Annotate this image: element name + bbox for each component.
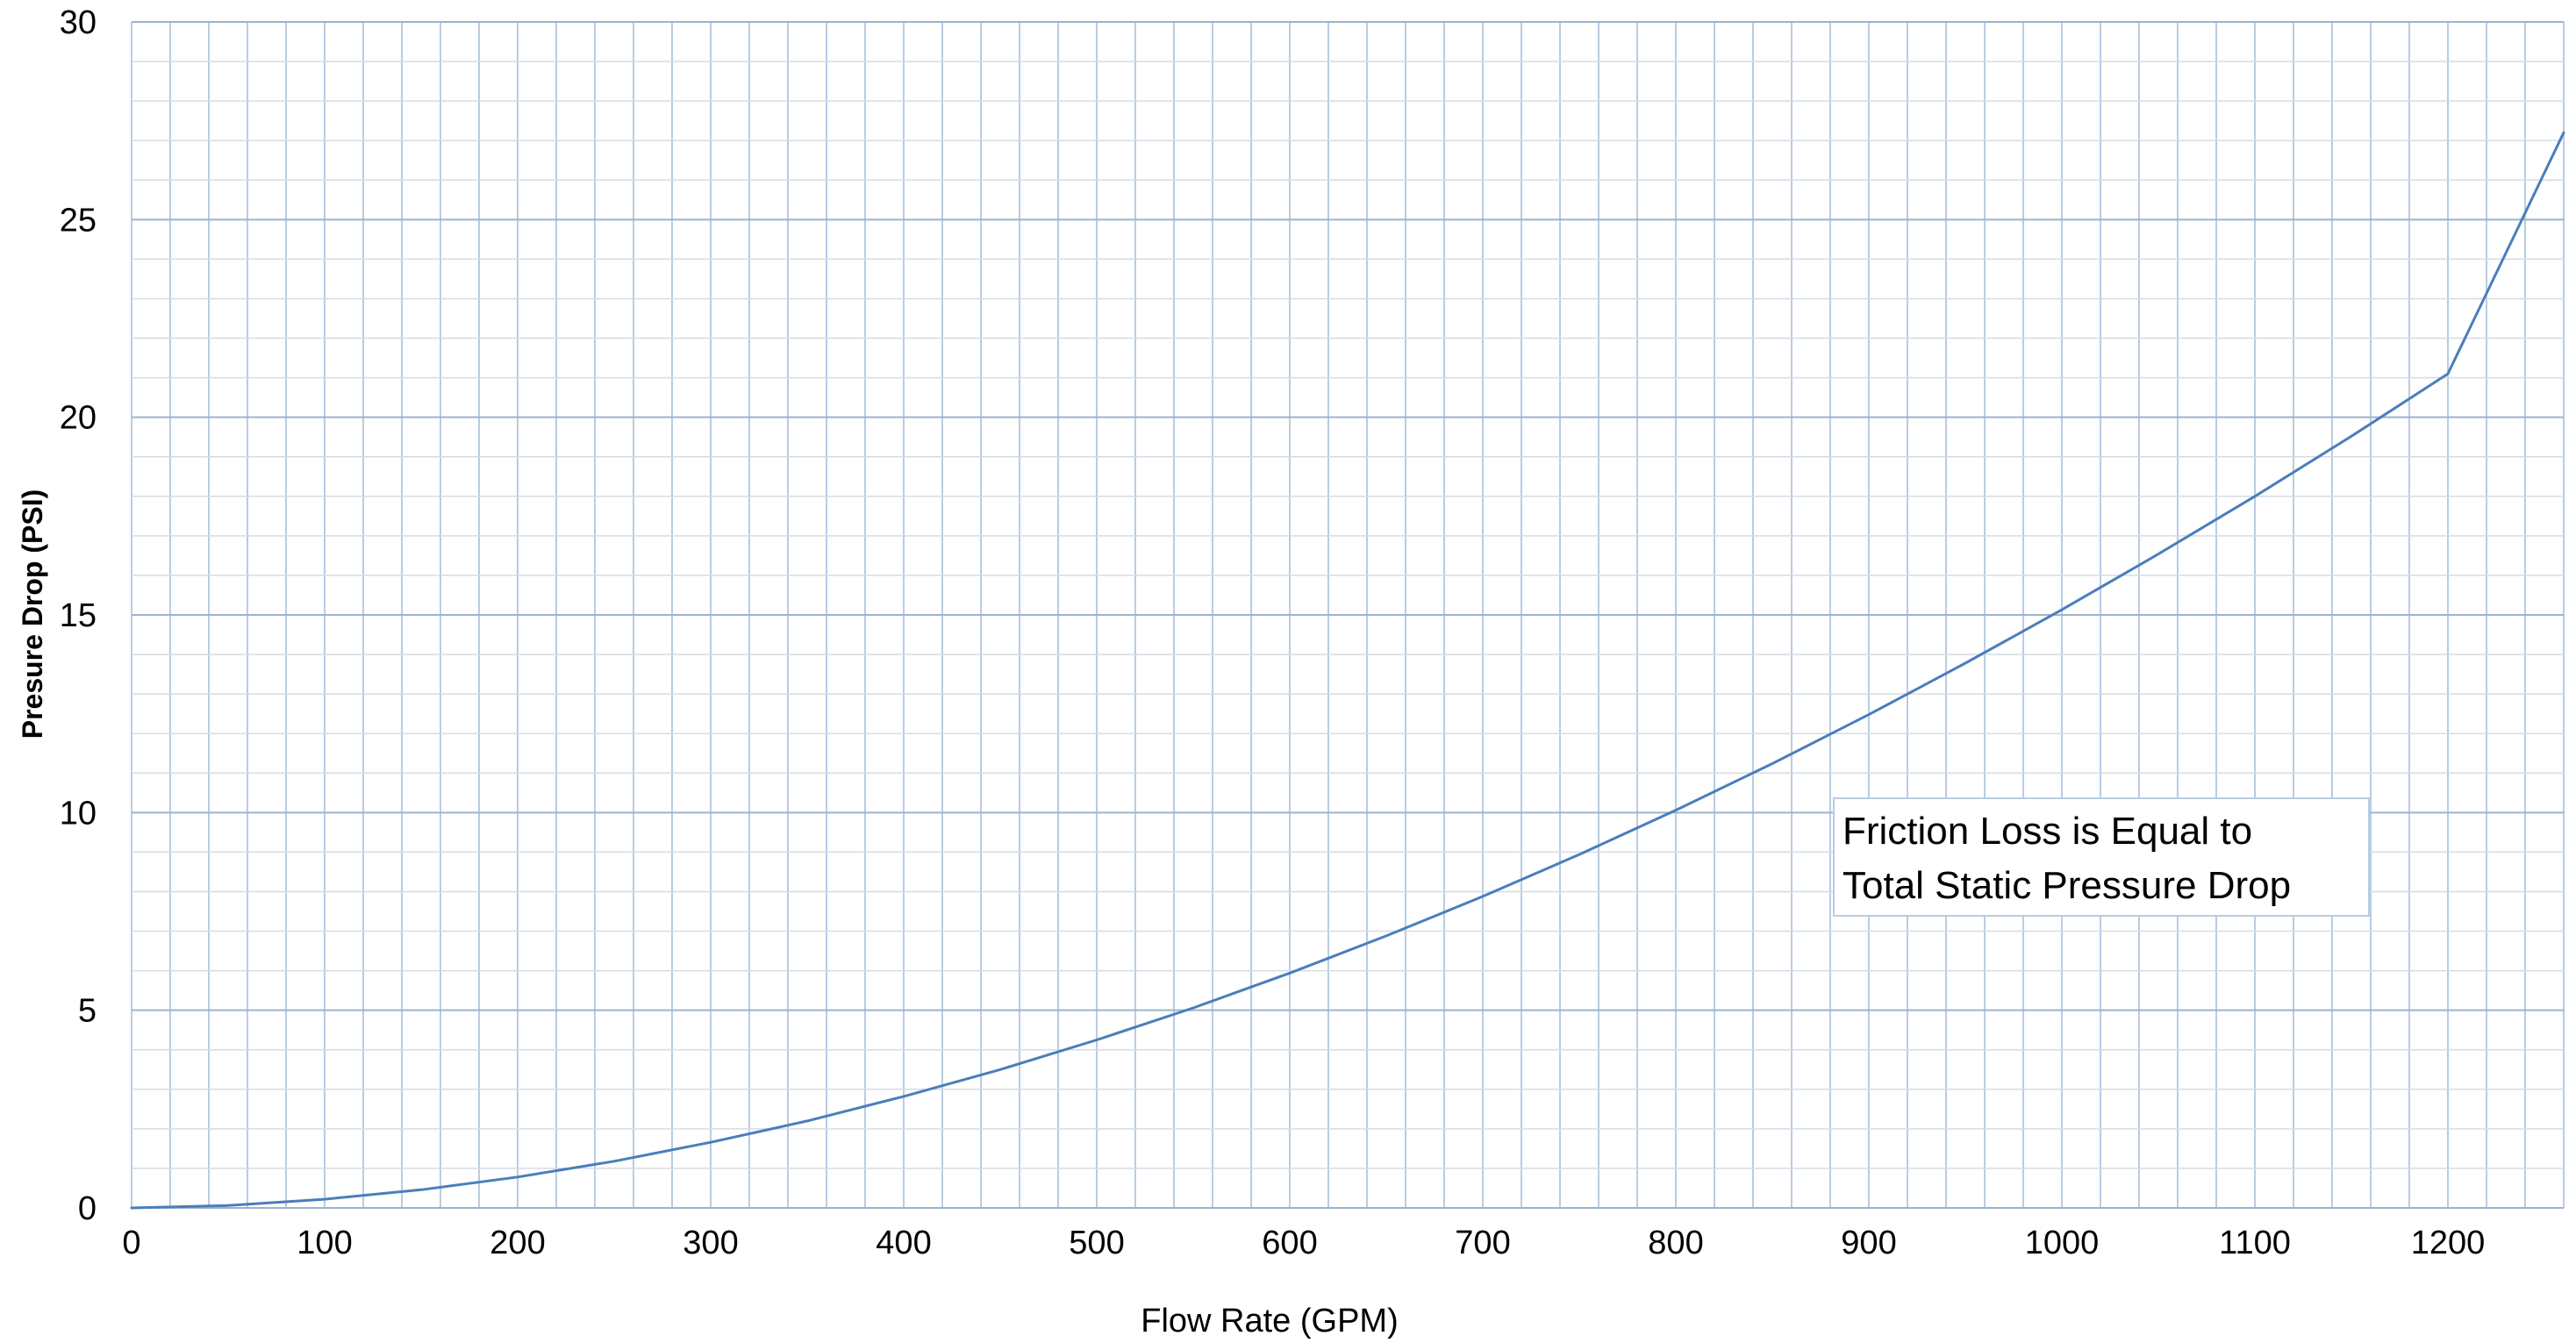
x-tick-label: 700 <box>1455 1225 1510 1261</box>
y-tick-label: 25 <box>60 202 97 239</box>
y-axis-title: Presure Drop (PSI) <box>17 489 48 739</box>
x-tick-label: 1200 <box>2411 1225 2486 1261</box>
tick-labels: 0 100 200 300 400 500 600 700 800 900 1000 1100 1200… <box>60 4 2486 1261</box>
y-tick-label: 20 <box>60 400 97 437</box>
series-lines <box>130 131 2565 1210</box>
y-tick-label: 30 <box>60 4 97 41</box>
x-tick-label: 100 <box>297 1225 352 1261</box>
x-tick-label: 400 <box>876 1225 931 1261</box>
x-tick-label: 1100 <box>2219 1225 2291 1261</box>
annotation-line-2: Total Static Pressure Drop <box>1843 864 2291 907</box>
x-tick-label: 1000 <box>2025 1225 2100 1261</box>
annotation-box: Friction Loss is Equal to Total Static P… <box>1833 797 2370 917</box>
x-tick-label: 900 <box>1841 1225 1896 1261</box>
grid <box>131 21 2565 1209</box>
y-tick-label: 5 <box>78 993 97 1030</box>
y-tick-label: 15 <box>60 597 97 634</box>
x-tick-label: 800 <box>1648 1225 1703 1261</box>
y-tick-label: 10 <box>60 795 97 832</box>
x-axis-title: Flow Rate (GPM) <box>1141 1303 1398 1339</box>
x-tick-label: 500 <box>1069 1225 1124 1261</box>
x-tick-label: 0 <box>122 1225 140 1261</box>
x-tick-label: 600 <box>1262 1225 1317 1261</box>
annotation-border <box>1833 797 2370 917</box>
x-tick-label: 200 <box>490 1225 545 1261</box>
y-tick-label: 0 <box>78 1190 97 1227</box>
annotation-line-1: Friction Loss is Equal to <box>1843 810 2252 853</box>
series-line <box>130 131 2565 1210</box>
x-tick-label: 300 <box>683 1225 738 1261</box>
